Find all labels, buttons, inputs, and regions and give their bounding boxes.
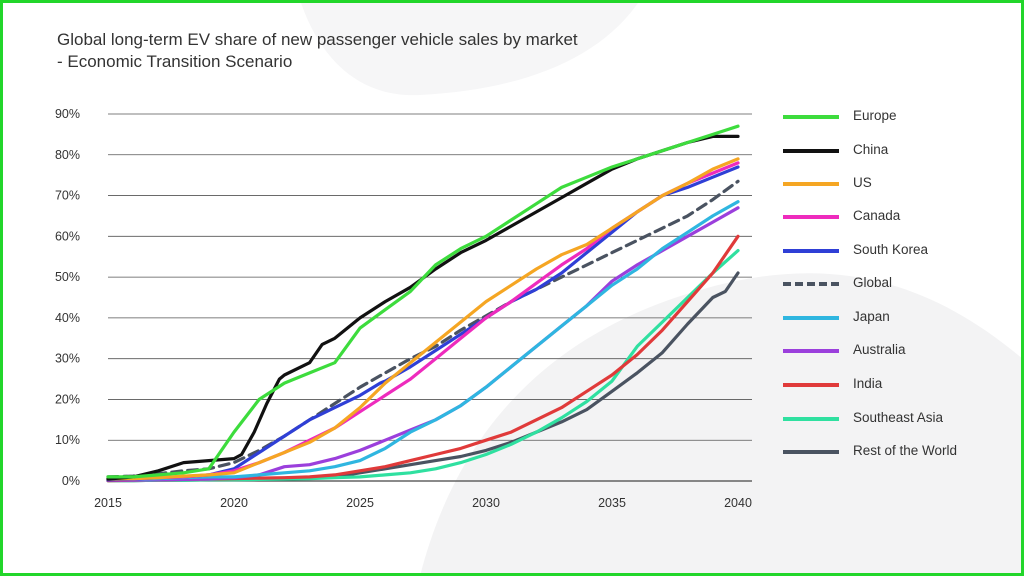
series-line-rest-of-the-world <box>106 271 740 483</box>
legend-label: Rest of the World <box>853 443 958 458</box>
x-tick-label: 2025 <box>346 496 374 510</box>
legend-swatch <box>783 115 839 119</box>
legend-item-india: India <box>783 372 1003 396</box>
legend-label: Southeast Asia <box>853 410 944 425</box>
legend-item-us: US <box>783 171 1003 195</box>
legend-item-south-korea: South Korea <box>783 238 1003 262</box>
legend-label: China <box>853 142 889 157</box>
legend-label: Australia <box>853 342 906 357</box>
y-tick-label: 30% <box>55 352 80 366</box>
legend-item-australia: Australia <box>783 338 1003 362</box>
x-tick-label: 2015 <box>94 496 122 510</box>
legend-swatch <box>783 282 839 286</box>
legend-label: Europe <box>853 108 897 123</box>
series-line-southeast-asia <box>106 249 740 483</box>
legend-label: Global <box>853 275 893 290</box>
chart-title-line-2: - Economic Transition Scenario <box>57 52 293 71</box>
legend-item-canada: Canada <box>783 204 1003 228</box>
legend-item-japan: Japan <box>783 305 1003 329</box>
y-tick-label: 40% <box>55 311 80 325</box>
series-line-us <box>106 157 740 481</box>
legend-swatch <box>783 383 839 387</box>
series-line-global <box>106 179 740 479</box>
legend-swatch <box>783 316 839 320</box>
legend-item-global: Global <box>783 271 1003 295</box>
legend-label: Canada <box>853 208 901 223</box>
x-tick-label: 2035 <box>598 496 626 510</box>
y-tick-label: 60% <box>55 229 80 243</box>
series-line-europe <box>106 124 740 479</box>
y-tick-label: 70% <box>55 189 80 203</box>
legend-swatch <box>783 450 839 454</box>
chart-title: Global long-term EV share of new passeng… <box>57 29 697 73</box>
legend-label: India <box>853 376 883 391</box>
legend-item-southeast-asia: Southeast Asia <box>783 406 1003 430</box>
y-tick-label: 80% <box>55 148 80 162</box>
legend-swatch <box>783 249 839 253</box>
series-line-china <box>106 134 740 481</box>
series-line-japan <box>106 200 740 481</box>
series-line-canada <box>106 161 740 481</box>
x-tick-label: 2030 <box>472 496 500 510</box>
legend-swatch <box>783 215 839 219</box>
x-tick-label: 2040 <box>724 496 752 510</box>
y-tick-label: 10% <box>55 433 80 447</box>
y-tick-label: 90% <box>55 107 80 121</box>
y-tick-label: 50% <box>55 270 80 284</box>
legend-label: South Korea <box>853 242 929 257</box>
legend-item-china: China <box>783 138 1003 162</box>
series-line-south-korea <box>106 165 740 482</box>
chart-title-line-1: Global long-term EV share of new passeng… <box>57 30 578 49</box>
y-tick-label: 0% <box>62 474 80 488</box>
legend-swatch <box>783 182 839 186</box>
x-tick-label: 2020 <box>220 496 248 510</box>
legend-item-europe: Europe <box>783 104 1003 128</box>
legend-label: Japan <box>853 309 890 324</box>
series-line-australia <box>106 206 740 482</box>
y-tick-label: 20% <box>55 392 80 406</box>
legend-swatch <box>783 149 839 153</box>
legend-swatch <box>783 417 839 421</box>
legend-item-rest-of-the-world: Rest of the World <box>783 439 1003 463</box>
legend-label: US <box>853 175 872 190</box>
legend-swatch <box>783 349 839 353</box>
